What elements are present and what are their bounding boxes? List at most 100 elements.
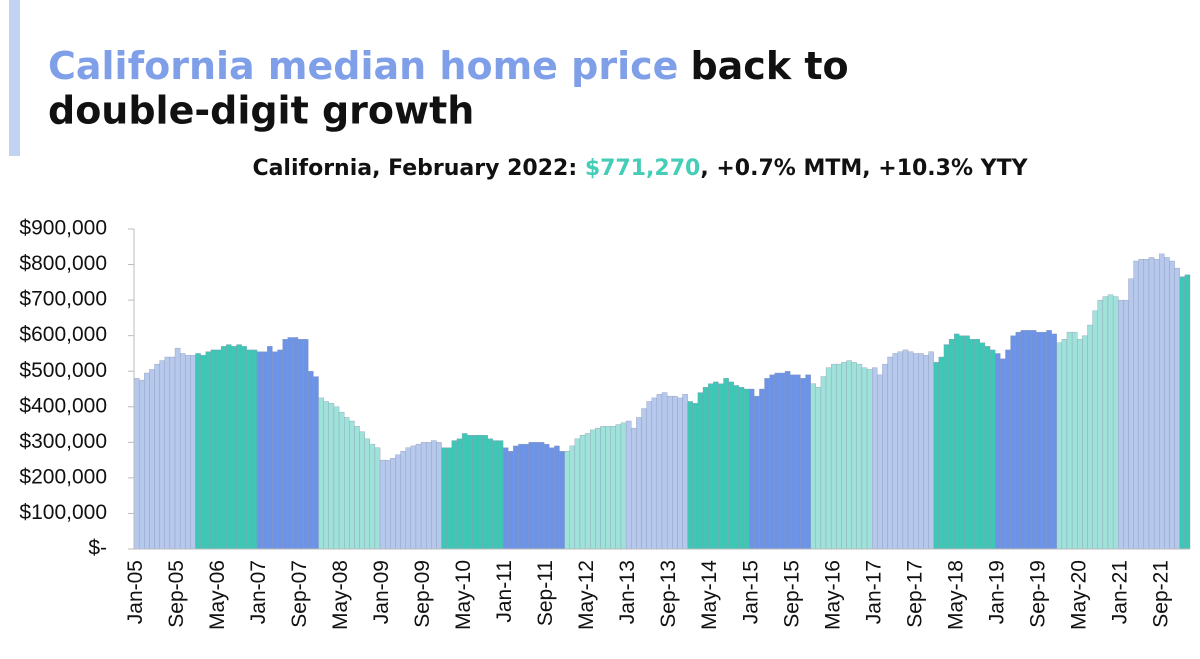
x-tick-label: Sep-19 [1026,560,1049,628]
bar [948,339,955,550]
bar [451,440,458,550]
bar [631,427,637,550]
bar [318,397,324,550]
bar [431,440,437,550]
bar [220,346,227,550]
bar [1184,274,1191,550]
y-tick-label: $800,000 [19,252,107,275]
bar [887,356,893,550]
bar [913,353,919,550]
bar [682,394,688,550]
bar [231,346,237,550]
bar [1056,342,1063,550]
x-tick-label: May-14 [698,560,721,630]
bar [707,383,714,550]
bar [995,353,1001,550]
bar [497,440,504,550]
bar [974,339,981,550]
bar [467,435,473,550]
bar [743,388,750,550]
bar [938,356,945,550]
bar [492,440,499,550]
bar [1153,259,1160,550]
bar [1061,339,1068,550]
bar [702,387,709,550]
bar [1020,330,1027,550]
bar [954,333,960,550]
bar [313,376,319,550]
bar [841,362,847,550]
bar [1046,330,1052,550]
bar [179,353,186,550]
bar [933,362,939,550]
bar [482,435,488,550]
bar [846,360,852,550]
bar [871,367,878,550]
bar [1005,349,1011,550]
bar [764,378,770,550]
bar [385,459,391,550]
x-tick-label: Sep-21 [1149,560,1172,628]
bar [133,378,140,550]
bar [159,360,165,550]
bar [410,445,417,550]
bar [989,349,996,550]
x-tick-label: Jan-05 [124,560,147,624]
y-tick-label: $400,000 [19,394,107,417]
bar [164,356,171,550]
bar [641,408,647,550]
bar [713,381,719,550]
bar [149,369,155,550]
bar [477,435,483,550]
bar [1010,335,1016,550]
bar [856,363,863,550]
bar [261,351,268,550]
bar [1030,330,1037,550]
bar [595,427,601,550]
bar [1148,257,1155,550]
bar [815,387,822,550]
bar [487,438,494,550]
bar [420,442,427,550]
y-tick-label: $700,000 [19,288,107,311]
bar [892,353,898,550]
bar [354,426,360,550]
bar [687,401,693,550]
bar [697,392,704,550]
bar [1015,331,1022,550]
x-tick-label: Jan-11 [493,560,516,623]
bar [789,374,796,550]
subtitle-part: California, February 2022: [252,156,584,181]
x-tick-label: Sep-13 [657,560,680,628]
bar [620,422,627,550]
bar [441,447,447,550]
bar [287,337,294,550]
subtitle-value: $771,270 [585,156,701,181]
bar [549,447,555,550]
subtitle-part: , +0.7% MTM, +10.3% YTY [700,156,1028,181]
bar [559,451,565,550]
bar [1077,339,1083,550]
bar [579,435,586,550]
x-tick-label: May-10 [452,560,475,630]
bar [636,417,642,550]
bar [825,367,832,550]
bar [984,346,991,550]
bar [369,443,376,550]
bar [472,435,478,550]
bar [554,445,560,550]
bar [1102,296,1109,550]
x-tick-label: Jan-13 [616,560,639,624]
x-tick-label: May-20 [1067,560,1090,630]
x-tick-label: Sep-15 [780,560,803,628]
bar [169,356,176,550]
bar [918,353,924,550]
x-tick-label: Sep-07 [288,560,311,628]
bar [195,353,201,550]
bar [436,442,442,550]
bar [820,376,827,550]
bar [241,346,247,550]
bar [979,342,986,550]
bar [810,383,816,550]
bar [533,442,540,550]
